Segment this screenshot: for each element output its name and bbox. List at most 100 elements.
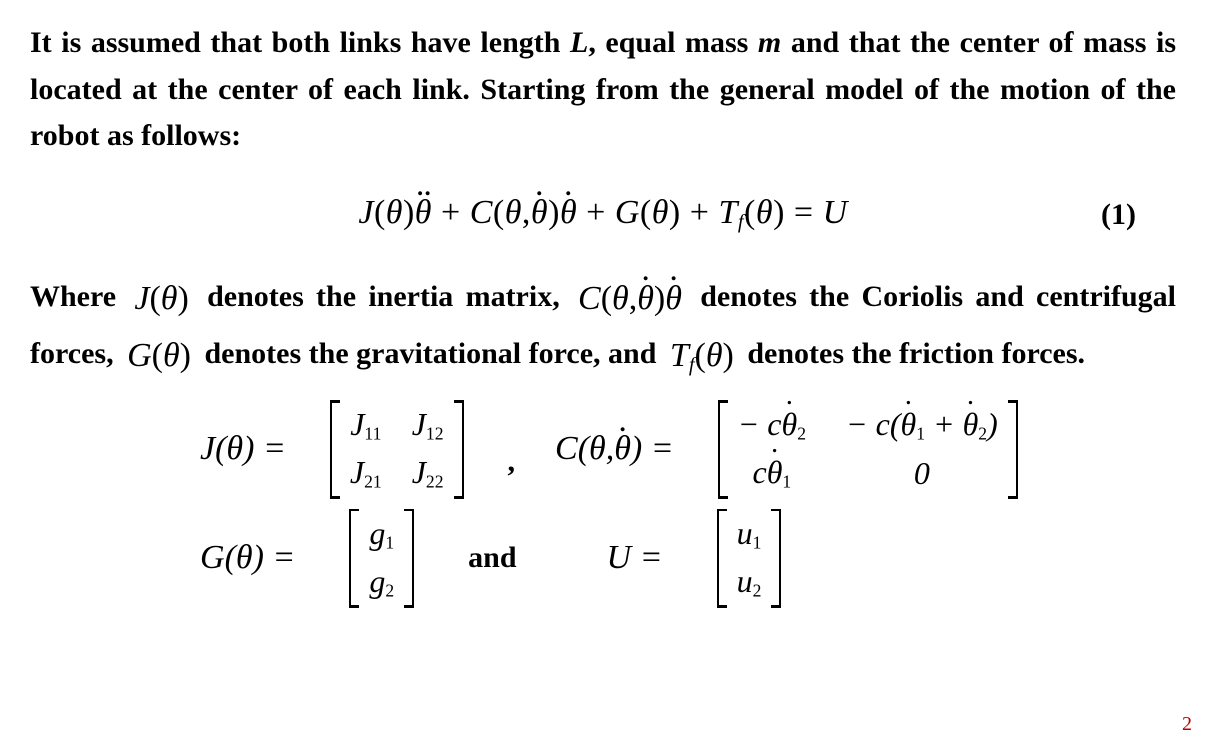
eq1-comma: , [522, 194, 531, 231]
p2-C-thd: θ [637, 270, 654, 328]
p1-text-2: , equal mass [588, 26, 758, 59]
G-lhs-th: θ [236, 539, 253, 576]
eq1-plus1: + [432, 194, 470, 231]
J21: J21 [350, 454, 382, 492]
p1-text-1: It is assumed that both links have lengt… [30, 26, 570, 59]
J-lhs-rp: ) [243, 430, 254, 467]
p2-C-lp: ( [601, 280, 612, 317]
u2: u2 [737, 563, 762, 601]
eq1-J: J [358, 194, 374, 231]
p2-G: G(θ) [127, 327, 191, 385]
C-lhs-eq: = [642, 430, 673, 467]
g2: g2 [369, 563, 394, 601]
p2-J-lp: ( [149, 280, 160, 317]
U-lhs: U = [607, 539, 663, 577]
eq1-th2: θ [505, 194, 522, 231]
U-matrix: u1 u2 [713, 509, 786, 608]
C-lhs-lp: ( [578, 430, 589, 467]
p2-G-lp: ( [152, 337, 163, 374]
p2-w4: denotes the gravitational force, and [197, 337, 664, 370]
equation-1: J(θ)θ + C(θ,θ)θ + G(θ) + Tf(θ) = U [358, 194, 847, 234]
eq1-plus2: + [577, 194, 615, 231]
bracket-left-icon [326, 400, 340, 499]
G-matrix-body: g1 g2 [359, 509, 404, 608]
J-lhs-th: θ [226, 430, 243, 467]
p2-T-rp: ) [723, 337, 734, 374]
p2-T-lp: ( [695, 337, 706, 374]
eq1-lp1: ( [374, 194, 386, 231]
matrix-sep-comma: , [508, 445, 516, 499]
p2-J-rp: ) [178, 280, 189, 317]
J22: J22 [412, 454, 444, 492]
C12: − c(θ1 + θ2) [846, 406, 998, 444]
p2-G-rp: ) [180, 337, 191, 374]
p2-C-C: C [578, 280, 601, 317]
J-matrix: J11 J12 J21 J22 [326, 400, 468, 499]
G-lhs-G: G [200, 539, 225, 576]
matrix-row-2: G(θ) = g1 g2 and U = u1 u2 [30, 509, 1176, 608]
equation-1-number: (1) [1101, 198, 1136, 232]
bracket-left-icon [713, 509, 727, 608]
C-lhs-thd: θ [614, 430, 631, 468]
matrix-row-1: J(θ) = J11 J12 J21 J22 , C(θ,θ) = [30, 400, 1176, 499]
p2-J-th: θ [161, 280, 178, 317]
J-lhs: J(θ) = [200, 430, 286, 468]
p1-var-L: L [570, 26, 588, 59]
eq1-rp4: ) [773, 194, 785, 231]
p2-G-th: θ [163, 337, 180, 374]
J-lhs-lp: ( [215, 430, 226, 467]
G-lhs-eq: = [264, 539, 295, 576]
eq1-thetadd: θ [415, 194, 432, 232]
paragraph-1: It is assumed that both links have lengt… [30, 20, 1176, 160]
p1-var-m: m [758, 26, 781, 59]
eq1-C: C [470, 194, 493, 231]
eq1-th1: θ [386, 194, 403, 231]
C-lhs-C: C [555, 430, 578, 467]
page-number: 2 [1182, 713, 1192, 736]
J11: J11 [350, 406, 381, 444]
and-label: and [468, 541, 516, 575]
p2-C-comma: , [629, 280, 638, 317]
eq1-rp2: ) [548, 194, 560, 231]
C-lhs-th: θ [589, 430, 606, 467]
C-matrix-body: − cθ2 − c(θ1 + θ2) cθ1 0 [728, 400, 1008, 499]
eq1-plus3: + [681, 194, 719, 231]
eq1-U: U [823, 194, 848, 231]
p2-C-th: θ [612, 280, 629, 317]
bracket-left-icon [345, 509, 359, 608]
g1: g1 [369, 515, 394, 553]
U-lhs-eq: = [631, 539, 662, 576]
G-lhs: G(θ) = [200, 539, 295, 577]
bracket-right-icon [454, 400, 468, 499]
J12: J12 [412, 406, 444, 444]
G-matrix: g1 g2 [345, 509, 418, 608]
eq1-G: G [615, 194, 640, 231]
C21: cθ1 [753, 454, 792, 492]
u1: u1 [737, 515, 762, 553]
p2-w1: Where [30, 279, 128, 312]
eq1-thd1: θ [531, 194, 548, 232]
p2-w2: denotes the inertia matrix, [207, 279, 572, 312]
eq1-th4: θ [756, 194, 773, 231]
C-matrix: − cθ2 − c(θ1 + θ2) cθ1 0 [714, 400, 1022, 499]
U-lhs-U: U [607, 539, 632, 576]
p2-T: Tf(θ) [670, 327, 734, 385]
bracket-right-icon [404, 509, 418, 608]
eq1-th3: θ [652, 194, 669, 231]
C-lhs-comma: , [606, 430, 615, 467]
paragraph-2: Where J(θ) denotes the inertia matrix, C… [30, 270, 1176, 386]
bracket-right-icon [771, 509, 785, 608]
eq1-lp3: ( [640, 194, 652, 231]
C-lhs-rp: ) [631, 430, 642, 467]
p2-w5: denotes the friction forces. [740, 337, 1085, 370]
p2-C-rp: ) [654, 280, 665, 317]
eq1-T: T [718, 194, 737, 231]
eq1-lp4: ( [744, 194, 756, 231]
p2-C-thd2: θ [665, 270, 682, 328]
p2-T-T: T [670, 337, 689, 374]
eq1-rp1: ) [403, 194, 415, 231]
p2-C: C(θ,θ)θ [578, 270, 682, 328]
bracket-right-icon [1008, 400, 1022, 499]
p2-T-th: θ [706, 337, 723, 374]
equation-1-block: J(θ)θ + C(θ,θ)θ + G(θ) + Tf(θ) = U (1) [30, 185, 1176, 245]
